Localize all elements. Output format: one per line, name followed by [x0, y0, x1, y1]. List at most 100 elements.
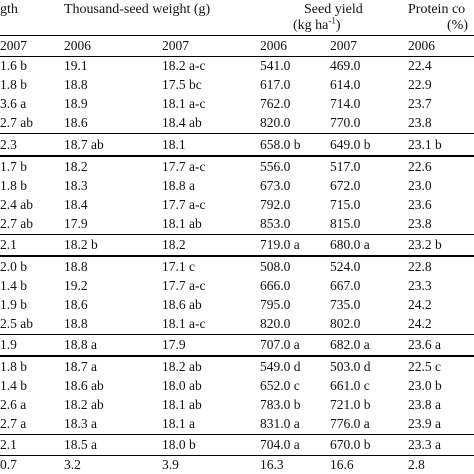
cell-yield-2006: 556.0 [260, 159, 291, 174]
cell-yield-2006: 541.0 [260, 58, 291, 73]
cell-yield-2007: 672.0 [330, 178, 361, 193]
cell-protein-2006: 23.3 [408, 278, 432, 293]
cell-tsw-2006: 18.2 ab [64, 397, 104, 412]
cell-yield-2007: 661.0 c [330, 378, 370, 393]
group-rule [0, 234, 474, 235]
cell-tsw-2007: 18.1 ab [162, 216, 202, 231]
cell-tsw-2006: 18.8 [64, 316, 88, 331]
cell-tsw-2007: 17.7 a-c [162, 159, 206, 174]
mean-row: 1.9 18.8 a 17.9 707.0 a 682.0 a 23.6 a [0, 336, 474, 354]
cell-tsw-2006: 18.5 a [64, 437, 97, 452]
cell-yield-2006: 795.0 [260, 297, 291, 312]
cell-length: 1.9 [0, 337, 17, 352]
cell-tsw-2006: 18.2 [64, 159, 88, 174]
cell-tsw-2007: 18.4 ab [162, 115, 202, 130]
group-rule [0, 155, 474, 157]
cell-yield-2007: 815.0 [330, 216, 361, 231]
cell-yield-2006: 762.0 [260, 96, 291, 111]
cell-length: 2.1 [0, 437, 17, 452]
year-cell: 2007 [330, 38, 357, 53]
cell-yield-2006: 820.0 [260, 115, 291, 130]
cell-length: 1.8 b [0, 178, 27, 193]
cell-length: 3.6 a [0, 96, 27, 111]
cell-protein-2006: 23.0 b [408, 378, 442, 393]
table-row: 2.6 a 18.2 ab 18.1 ab 783.0 b 721.0 b 23… [0, 396, 474, 414]
year-cell: 2006 [64, 38, 91, 53]
cell-length: 2.7 ab [0, 115, 33, 130]
cell-length: 2.5 ab [0, 316, 33, 331]
cell-tsw-2007: 17.9 [162, 337, 186, 352]
cell-tsw-2006: 18.9 [64, 96, 88, 111]
cell-protein-2006: 23.8 [408, 216, 432, 231]
cell-protein-2006: 22.5 c [408, 359, 441, 374]
cell-tsw-2007: 17.5 bc [162, 77, 202, 92]
cell-yield-2007: 503.0 d [330, 359, 371, 374]
header-length: gth [0, 2, 18, 17]
table-row: 2.7 a 18.3 a 18.1 a 831.0 a 776.0 a 23.9… [0, 415, 474, 433]
cell-yield-2007: 517.0 [330, 159, 361, 174]
cell-yield-2006: 719.0 a [260, 237, 300, 252]
cell-yield-2006: 16.3 [260, 457, 284, 472]
cell-tsw-2006: 18.6 [64, 115, 88, 130]
cell-yield-2006: 549.0 d [260, 359, 301, 374]
cell-protein-2006: 22.9 [408, 77, 432, 92]
cell-tsw-2007: 18.2 a-c [162, 58, 206, 73]
cell-yield-2007: 721.0 b [330, 397, 371, 412]
cell-yield-2006: 820.0 [260, 316, 291, 331]
cell-length: 2.7 a [0, 416, 27, 431]
cell-tsw-2007: 18.0 ab [162, 378, 202, 393]
cell-yield-2007: 682.0 a [330, 337, 370, 352]
cell-yield-2006: 508.0 [260, 259, 291, 274]
cell-yield-2006: 831.0 a [260, 416, 300, 431]
cell-protein-2006: 23.7 [408, 96, 432, 111]
cell-length: 1.8 b [0, 359, 27, 374]
cell-tsw-2007: 18.1 a-c [162, 96, 206, 111]
table-row: 1.8 b 18.7 a 18.2 ab 549.0 d 503.0 d 22.… [0, 358, 474, 376]
cell-tsw-2006: 17.9 [64, 216, 88, 231]
group-rule [0, 434, 474, 435]
lsd-row: 0.7 3.2 3.9 16.3 16.6 2.8 [0, 456, 474, 474]
cell-tsw-2006: 18.4 [64, 197, 88, 212]
cell-protein-2006: 23.6 a [408, 337, 441, 352]
cell-yield-2007: 649.0 b [330, 137, 371, 152]
year-cell: 2006 [408, 38, 435, 53]
cell-length: 0.7 [0, 457, 17, 472]
cell-tsw-2007: 18.1 ab [162, 397, 202, 412]
cell-tsw-2006: 18.8 [64, 77, 88, 92]
table-row: 1.9 b 18.6 18.6 ab 795.0 735.0 24.2 [0, 296, 474, 314]
cell-tsw-2007: 18.1 a [162, 416, 195, 431]
table-row: 2.7 ab 18.6 18.4 ab 820.0 770.0 23.8 [0, 114, 474, 132]
table-row: 2.4 ab 18.4 17.7 a-c 792.0 715.0 23.6 [0, 196, 474, 214]
cell-yield-2007: 680.0 a [330, 237, 370, 252]
cell-length: 1.8 b [0, 77, 27, 92]
cell-yield-2006: 673.0 [260, 178, 291, 193]
table-row: 1.4 b 18.6 ab 18.0 ab 652.0 c 661.0 c 23… [0, 377, 474, 395]
cell-yield-2006: 666.0 [260, 278, 291, 293]
cell-tsw-2007: 18.1 [162, 137, 186, 152]
cell-protein-2006: 22.4 [408, 58, 432, 73]
cell-tsw-2006: 18.3 [64, 178, 88, 193]
table-row: 2.5 ab 18.8 18.1 a-c 820.0 802.0 24.2 [0, 315, 474, 333]
header-thousand-seed-weight: Thousand-seed weight (g) [64, 2, 211, 17]
year-rule [0, 56, 474, 57]
cell-protein-2006: 23.8 a [408, 397, 441, 412]
seed-yield-unit-sup: -1 [328, 15, 336, 26]
cell-length: 1.4 b [0, 278, 27, 293]
year-row: 2007 2006 2007 2006 2007 2006 [0, 37, 474, 55]
cell-tsw-2007: 18.2 [162, 237, 186, 252]
group-rule [0, 455, 474, 456]
cell-yield-2007: 614.0 [330, 77, 361, 92]
header-protein-unit: (%) [447, 18, 468, 33]
seed-yield-unit-post: ) [335, 18, 341, 33]
cell-yield-2007: 714.0 [330, 96, 361, 111]
cell-protein-2006: 23.9 a [408, 416, 441, 431]
cell-tsw-2007: 17.1 c [162, 259, 195, 274]
mean-row: 2.1 18.2 b 18.2 719.0 a 680.0 a 23.2 b [0, 236, 474, 254]
cell-yield-2006: 783.0 b [260, 397, 301, 412]
table-row: 1.4 b 19.2 17.7 a-c 666.0 667.0 23.3 [0, 277, 474, 295]
cell-length: 2.4 ab [0, 197, 33, 212]
cell-length: 1.6 b [0, 58, 27, 73]
cell-tsw-2007: 17.7 a-c [162, 197, 206, 212]
mean-row: 2.3 18.7 ab 18.1 658.0 b 649.0 b 23.1 b [0, 136, 474, 154]
cell-protein-2006: 23.1 b [408, 137, 442, 152]
